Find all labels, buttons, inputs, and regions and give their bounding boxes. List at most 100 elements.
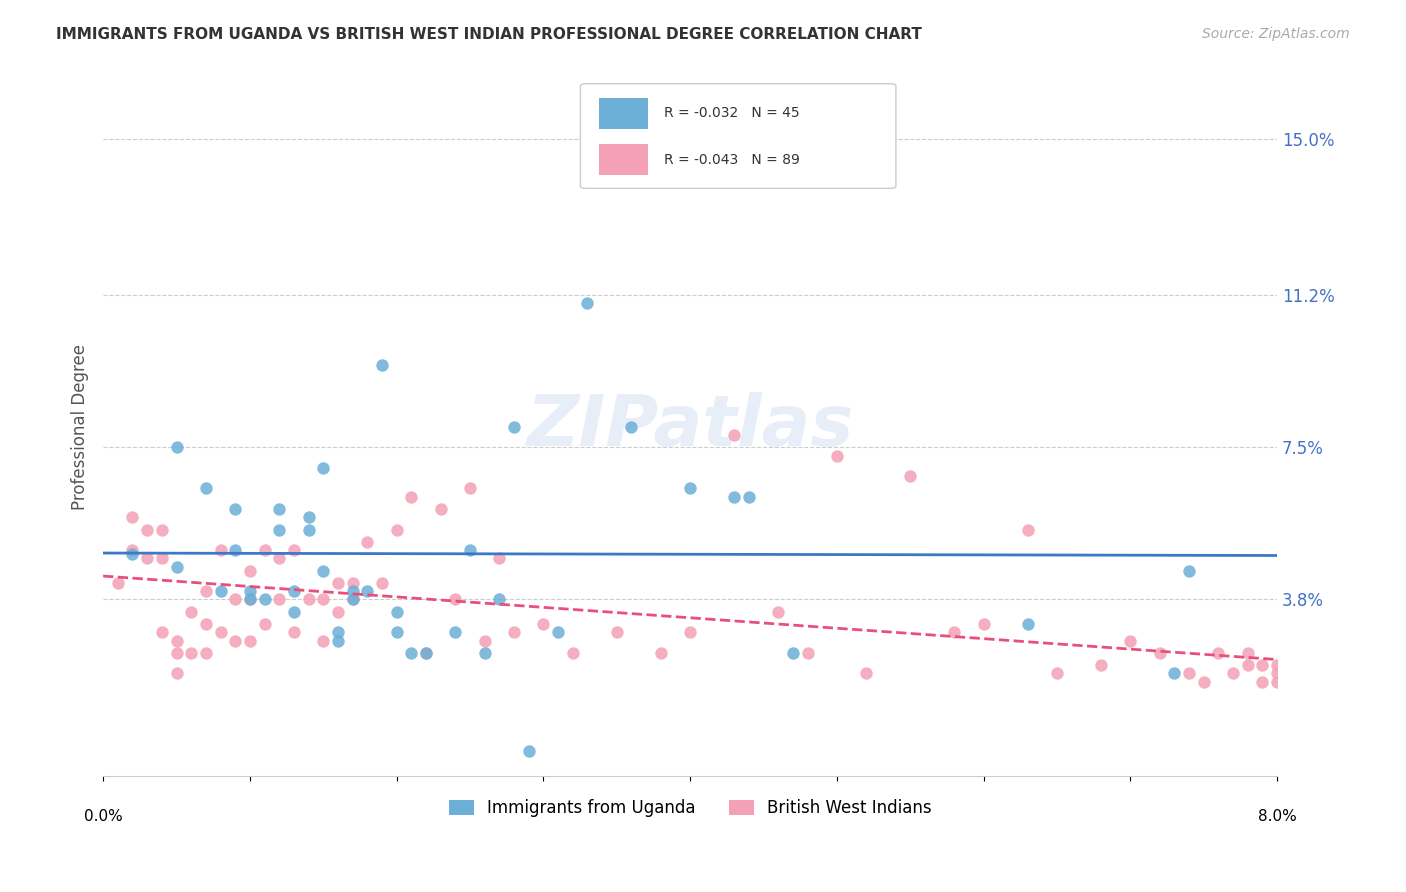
Text: Source: ZipAtlas.com: Source: ZipAtlas.com [1202, 27, 1350, 41]
Point [166, 559, 188, 574]
Point [224, 592, 246, 607]
Point [150, 551, 173, 566]
Point [650, 140, 672, 154]
Point [312, 592, 335, 607]
Point [1046, 666, 1069, 681]
Point [503, 625, 526, 640]
Point [766, 605, 789, 619]
Point [194, 584, 217, 599]
Point [385, 625, 408, 640]
Point [239, 633, 262, 648]
Point [1236, 646, 1258, 660]
Point [1354, 674, 1376, 689]
Point [209, 543, 232, 558]
Point [401, 490, 423, 504]
Point [1310, 687, 1333, 701]
Point [269, 523, 291, 537]
Point [297, 510, 319, 524]
Point [474, 646, 496, 660]
Point [1090, 658, 1112, 673]
Point [326, 625, 349, 640]
Point [253, 592, 276, 607]
Point [973, 617, 995, 632]
Point [1178, 564, 1201, 578]
Point [312, 461, 335, 475]
Point [312, 564, 335, 578]
Point [547, 625, 569, 640]
Point [342, 584, 364, 599]
Point [166, 646, 188, 660]
FancyBboxPatch shape [581, 84, 896, 188]
Point [503, 419, 526, 434]
Point [723, 490, 745, 504]
Point [283, 584, 305, 599]
Point [269, 592, 291, 607]
Point [239, 564, 262, 578]
Point [356, 534, 378, 549]
Point [723, 428, 745, 442]
Point [342, 592, 364, 607]
Point [326, 633, 349, 648]
Point [796, 646, 818, 660]
Point [825, 449, 848, 463]
Point [136, 523, 159, 537]
Point [1178, 666, 1201, 681]
Point [121, 547, 143, 561]
Point [1281, 674, 1303, 689]
Point [531, 617, 554, 632]
Point [121, 543, 143, 558]
Point [283, 625, 305, 640]
Point [1017, 617, 1039, 632]
Point [474, 633, 496, 648]
Point [517, 744, 540, 758]
Point [1017, 523, 1039, 537]
Legend: Immigrants from Uganda, British West Indians: Immigrants from Uganda, British West Ind… [441, 792, 938, 823]
Point [107, 576, 129, 591]
Point [943, 625, 966, 640]
Point [136, 551, 159, 566]
Point [253, 543, 276, 558]
Bar [599, 145, 648, 175]
Point [782, 646, 804, 660]
Point [415, 646, 437, 660]
Point [297, 592, 319, 607]
Point [1265, 674, 1288, 689]
Point [1236, 658, 1258, 673]
Point [1163, 666, 1185, 681]
Point [224, 543, 246, 558]
Point [297, 523, 319, 537]
Point [371, 358, 394, 372]
Point [194, 482, 217, 496]
Point [898, 469, 921, 483]
Point [415, 646, 437, 660]
Point [444, 592, 467, 607]
Point [121, 510, 143, 524]
Point [312, 633, 335, 648]
Point [166, 633, 188, 648]
Point [1324, 674, 1347, 689]
Point [1265, 658, 1288, 673]
Point [180, 646, 202, 660]
Point [342, 592, 364, 607]
Point [1340, 687, 1362, 701]
Point [326, 576, 349, 591]
Point [401, 646, 423, 660]
Point [1119, 633, 1142, 648]
Point [1295, 666, 1317, 681]
Point [1295, 674, 1317, 689]
Point [738, 490, 761, 504]
Text: 0.0%: 0.0% [84, 809, 122, 824]
Text: R = -0.032   N = 45: R = -0.032 N = 45 [664, 106, 800, 120]
Point [561, 646, 583, 660]
Point [1192, 674, 1215, 689]
Point [385, 605, 408, 619]
Bar [599, 98, 648, 128]
Point [194, 617, 217, 632]
Point [429, 502, 451, 516]
Point [209, 625, 232, 640]
Point [1251, 674, 1274, 689]
Point [488, 551, 510, 566]
Point [239, 592, 262, 607]
Point [620, 419, 643, 434]
Text: R = -0.043   N = 89: R = -0.043 N = 89 [664, 153, 800, 167]
